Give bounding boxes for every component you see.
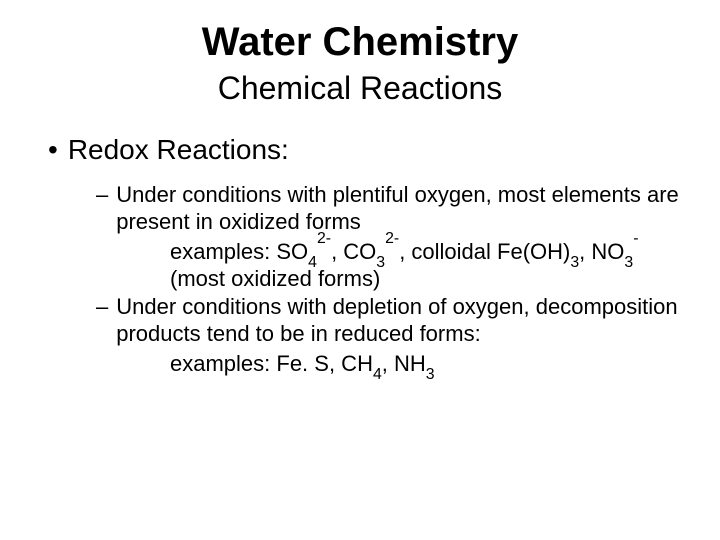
bullet-redox: • Redox Reactions: — [48, 132, 680, 167]
bullet-label: Redox Reactions: — [68, 132, 289, 167]
section-redox: • Redox Reactions: – Under conditions wi… — [40, 132, 680, 378]
sub-bullet-1: – Under conditions with plentiful oxygen… — [96, 181, 680, 236]
sub-bullet-1-examples: examples: SO42-, CO32-, colloidal Fe(OH)… — [170, 238, 680, 293]
sub-bullet-2-text: Under conditions with depletion of oxyge… — [116, 293, 680, 348]
sub-bullet-1-text: Under conditions with plentiful oxygen, … — [116, 181, 680, 236]
slide-title: Water Chemistry — [40, 18, 680, 66]
sub-bullet-2-examples: examples: Fe. S, CH4, NH3 — [170, 350, 680, 378]
sub-bullet-list: – Under conditions with plentiful oxygen… — [96, 181, 680, 378]
sub-bullet-2: – Under conditions with depletion of oxy… — [96, 293, 680, 348]
slide: Water Chemistry Chemical Reactions • Red… — [0, 0, 720, 540]
bullet-marker: • — [48, 132, 58, 167]
sub-bullet-marker: – — [96, 293, 108, 321]
slide-subtitle: Chemical Reactions — [40, 68, 680, 110]
sub-bullet-marker: – — [96, 181, 108, 209]
